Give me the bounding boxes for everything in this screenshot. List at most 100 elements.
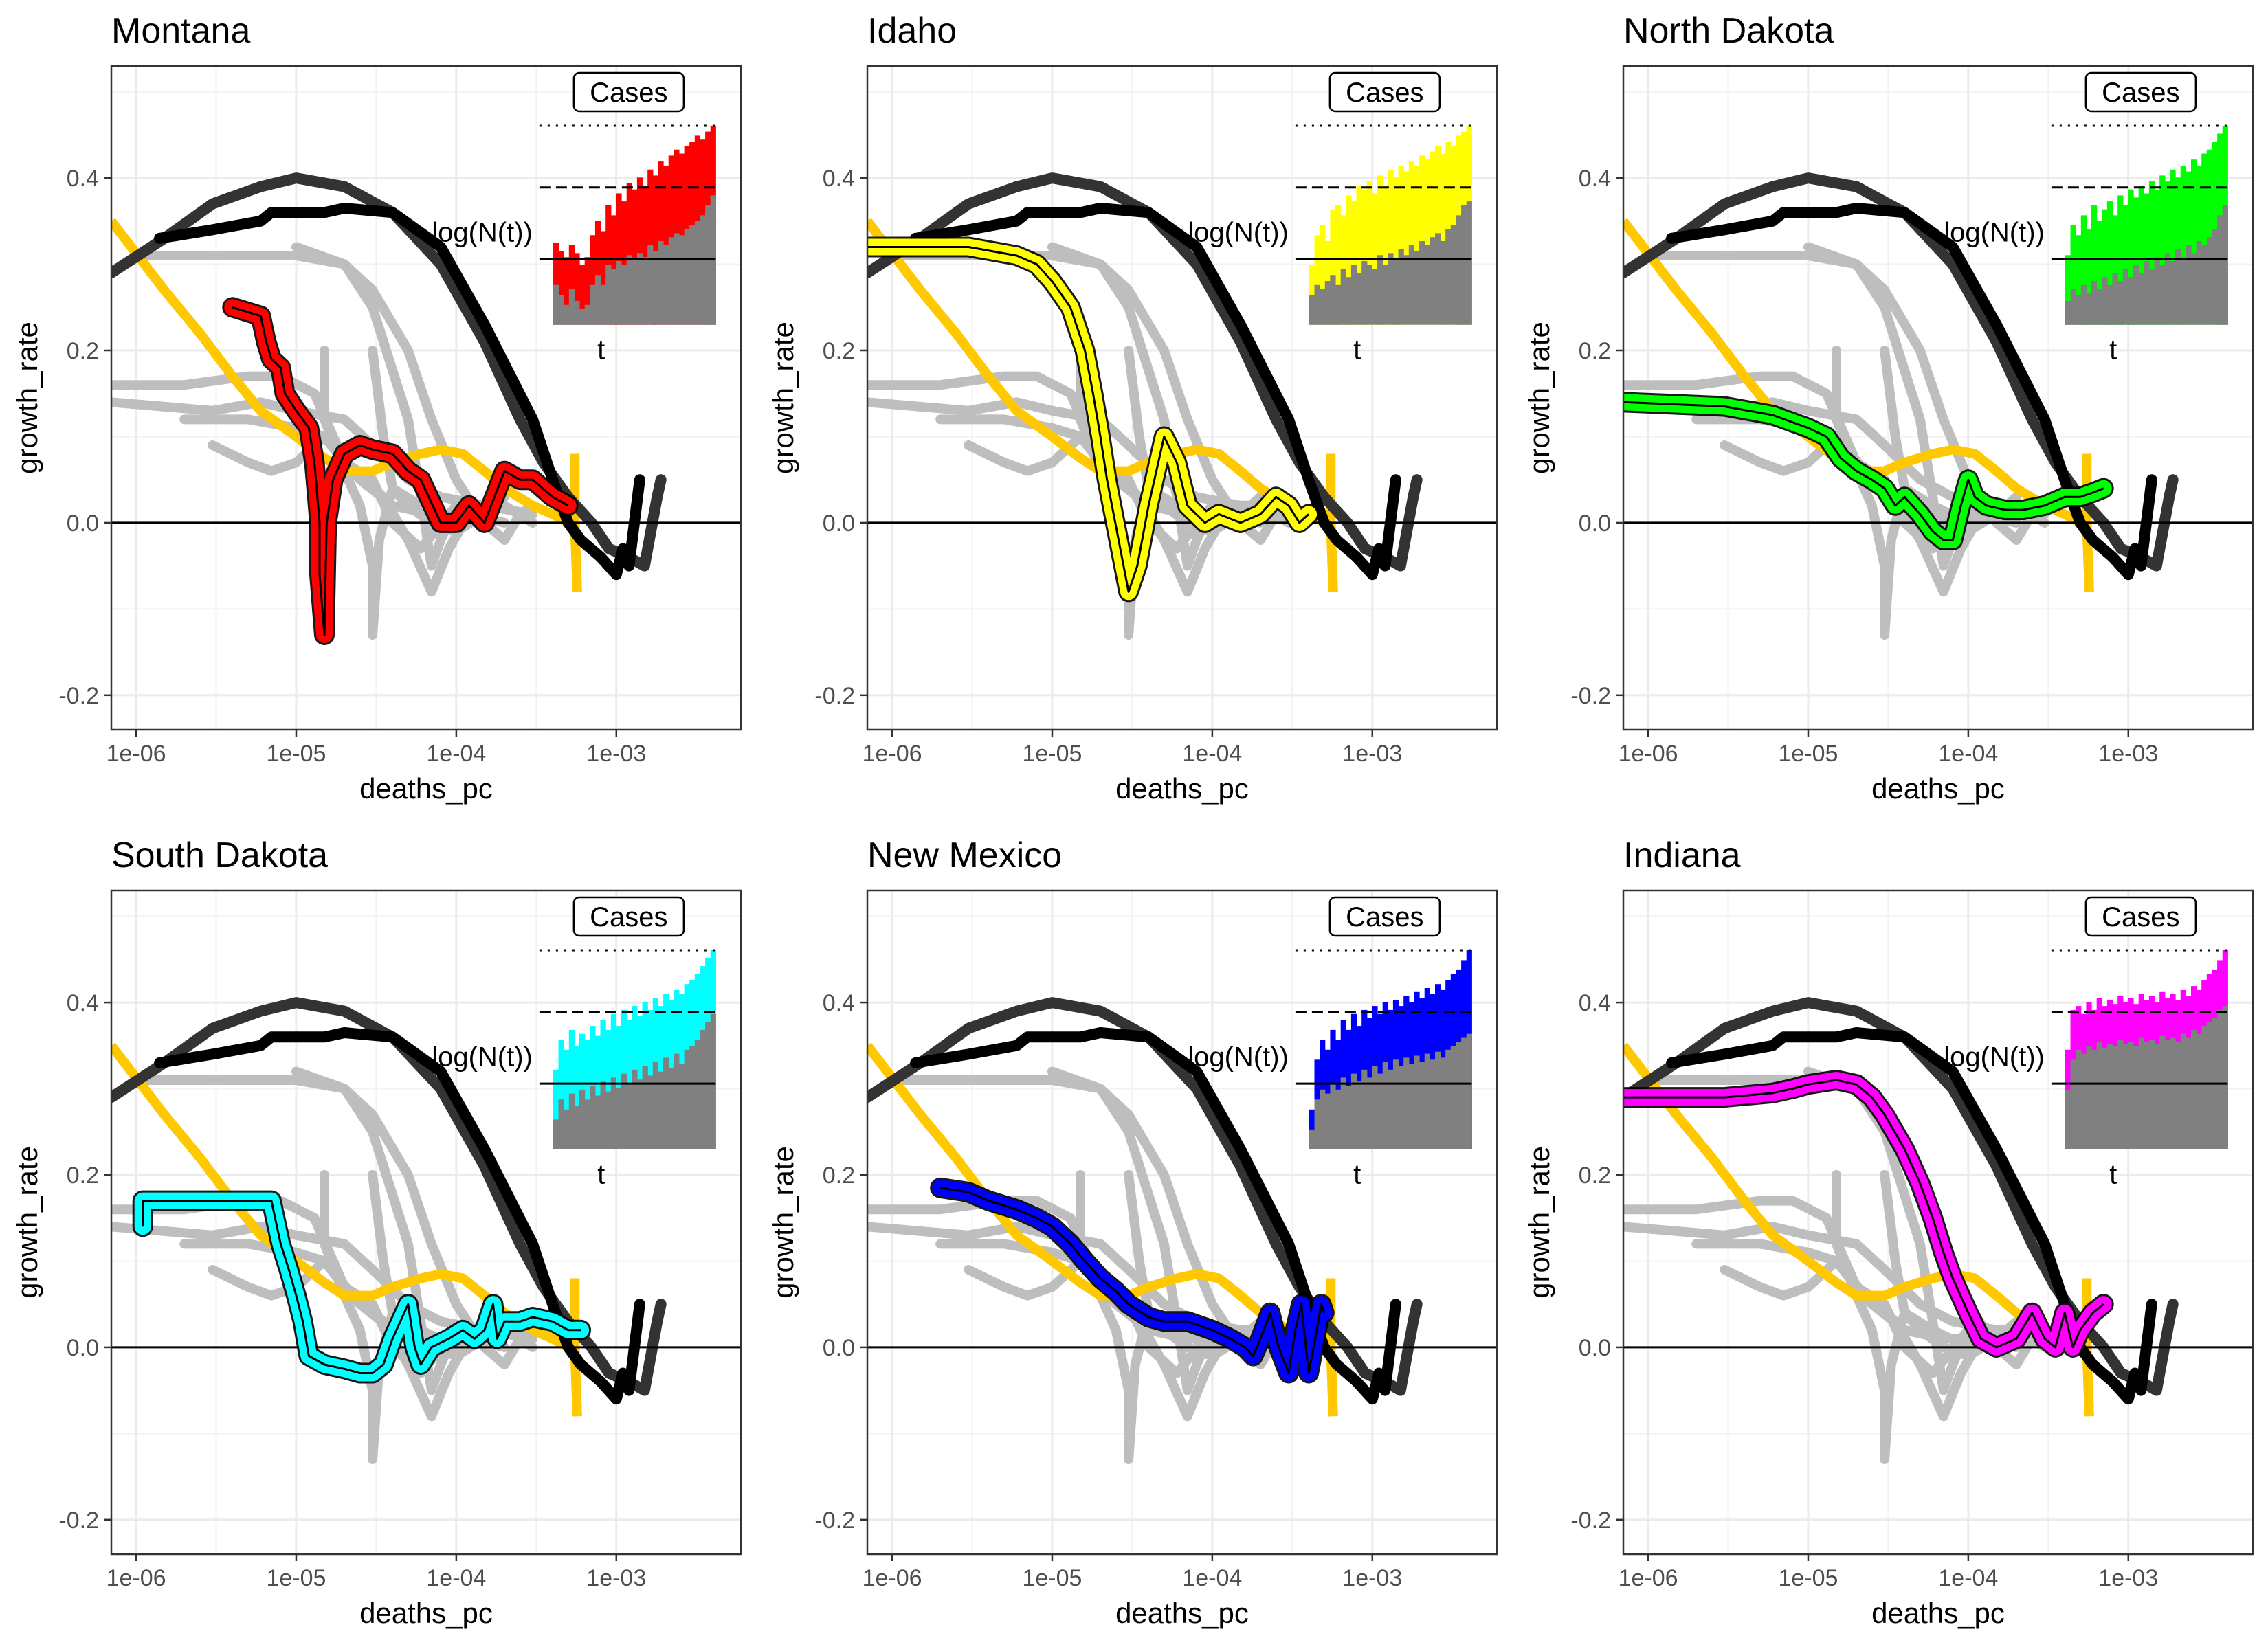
inset-bar-grey <box>1350 1073 1357 1149</box>
inset-bar-grey <box>1382 265 1388 325</box>
inset-bar-grey <box>2112 273 2118 325</box>
inset-bar-grey <box>710 1013 716 1149</box>
x-axis-label: deaths_pc <box>1115 1597 1249 1629</box>
x-axis-label: deaths_pc <box>1871 772 2005 805</box>
panel-title: New Mexico <box>867 835 1062 875</box>
inset-bar-grey <box>594 1095 601 1149</box>
y-tick-label: 0.4 <box>67 990 99 1016</box>
y-tick-label: -0.2 <box>58 1507 99 1534</box>
inset-bar-grey <box>2133 1046 2139 1149</box>
panel-border <box>1622 65 2254 731</box>
inset-bar-grey <box>1424 1053 1430 1149</box>
plot-area <box>1623 997 2253 1464</box>
inset-bar-grey <box>1392 1059 1399 1149</box>
x-tick-label: 1e-05 <box>1778 741 1838 767</box>
panel-south-dakota: Cases log(N(t)) t 1e-06 1e-05 1e-04 1e-03 -0.2 0… <box>11 835 742 1629</box>
inset-bar <box>1366 181 1372 325</box>
inset-bar-grey <box>1377 255 1383 325</box>
inset-bar-grey <box>2138 273 2144 325</box>
y-tick-label: 0.0 <box>67 1335 99 1361</box>
inset-bar <box>1424 159 1430 325</box>
inset-bar <box>574 1046 580 1149</box>
inset-bar-grey <box>1346 277 1352 325</box>
inset-cases: Cases log(N(t)) t <box>1188 71 1472 366</box>
inset-bar <box>1440 153 1446 325</box>
inset-bar-grey <box>2170 261 2176 325</box>
y-tick-label: 0.4 <box>1579 990 1611 1016</box>
x-tick-label: 1e-05 <box>1778 1565 1838 1591</box>
highlight-center-line <box>1623 401 2104 541</box>
inset-bar-grey <box>1440 241 1446 325</box>
inset-bar-grey <box>1430 237 1436 325</box>
y-axis-label: growth_rate <box>11 322 43 474</box>
inset-bar <box>600 231 606 325</box>
y-tick-label: 0.2 <box>823 338 855 364</box>
inset-bar-grey <box>590 284 596 325</box>
inset-cases: Cases log(N(t)) t <box>432 896 716 1190</box>
y-tick-label: 0.0 <box>823 511 855 537</box>
y-tick-label: 0.4 <box>67 166 99 192</box>
inset-bar-grey <box>2117 281 2124 325</box>
x-tick-label: 1e-04 <box>1938 1565 1998 1591</box>
highlight-center-line <box>940 1187 1326 1374</box>
inset-bar-grey <box>574 301 580 325</box>
x-tick-label: 1e-04 <box>1938 741 1998 767</box>
inset-bar-grey <box>684 229 690 325</box>
inset-bar-grey <box>2217 215 2223 325</box>
inset-bar-grey <box>605 265 612 325</box>
inset-bar-grey <box>1356 1081 1362 1149</box>
inset-bar-grey <box>2175 249 2181 325</box>
y-tick-label: 0.4 <box>1579 166 1611 192</box>
inset-ylabel: log(N(t)) <box>1188 218 1289 248</box>
inset-bar-grey <box>2191 253 2197 325</box>
inset-bar <box>1392 177 1399 325</box>
inset-bar <box>2180 165 2186 325</box>
panel-title: Indiana <box>1623 835 1741 875</box>
inset-bar <box>1419 155 1425 325</box>
inset-bar-grey <box>2222 205 2228 325</box>
plot-area <box>867 172 1497 640</box>
inset-title-box <box>572 896 685 937</box>
inset-bar <box>1330 209 1336 325</box>
x-tick-label: 1e-04 <box>426 741 486 767</box>
x-tick-label: 1e-06 <box>1619 1565 1678 1591</box>
inset-bar-grey <box>2102 1047 2108 1149</box>
inset-bar-grey <box>1366 1077 1372 1149</box>
inset-bar-grey <box>564 1109 570 1149</box>
x-tick-label: 1e-03 <box>2098 741 2158 767</box>
inset-bar-grey <box>642 257 648 325</box>
y-axis-label: growth_rate <box>11 1146 43 1299</box>
inset-bar-grey <box>1403 1057 1410 1149</box>
inset-bar-grey <box>1309 1129 1315 1149</box>
inset-bar <box>2191 159 2197 325</box>
background-series-black <box>1666 203 2157 581</box>
x-tick-label: 1e-05 <box>1022 741 1082 767</box>
inset-bar-grey <box>568 1093 575 1149</box>
inset-xlabel: t <box>2109 335 2117 366</box>
inset-bar <box>558 1040 564 1149</box>
inset-bar-grey <box>1314 284 1320 325</box>
inset-cases: Cases log(N(t)) t <box>1944 71 2228 366</box>
inset-bar-grey <box>2076 1049 2082 1149</box>
inset-bar-grey <box>658 241 664 325</box>
panel-border <box>1622 889 2254 1556</box>
inset-bar-grey <box>1314 1099 1320 1149</box>
inset-bar-grey <box>1335 284 1342 325</box>
inset-bar <box>605 1029 612 1149</box>
inset-bar <box>1356 185 1362 325</box>
y-tick-label: 0.0 <box>67 511 99 537</box>
inset-bar-grey <box>2133 265 2139 325</box>
inset-bar-grey <box>668 1067 674 1149</box>
inset-bar <box>1314 235 1320 325</box>
panel-title: South Dakota <box>111 835 328 875</box>
inset-bar <box>1377 175 1383 325</box>
inset-xlabel: t <box>1353 335 1361 366</box>
inset-bar-grey <box>2076 295 2082 325</box>
inset-bar-grey <box>642 1066 648 1149</box>
x-tick-label: 1e-03 <box>586 741 646 767</box>
inset-xlabel: t <box>2109 1160 2117 1190</box>
inset-bar <box>2122 205 2128 325</box>
background-series-black <box>154 1027 645 1405</box>
inset-bar <box>568 1029 575 1149</box>
